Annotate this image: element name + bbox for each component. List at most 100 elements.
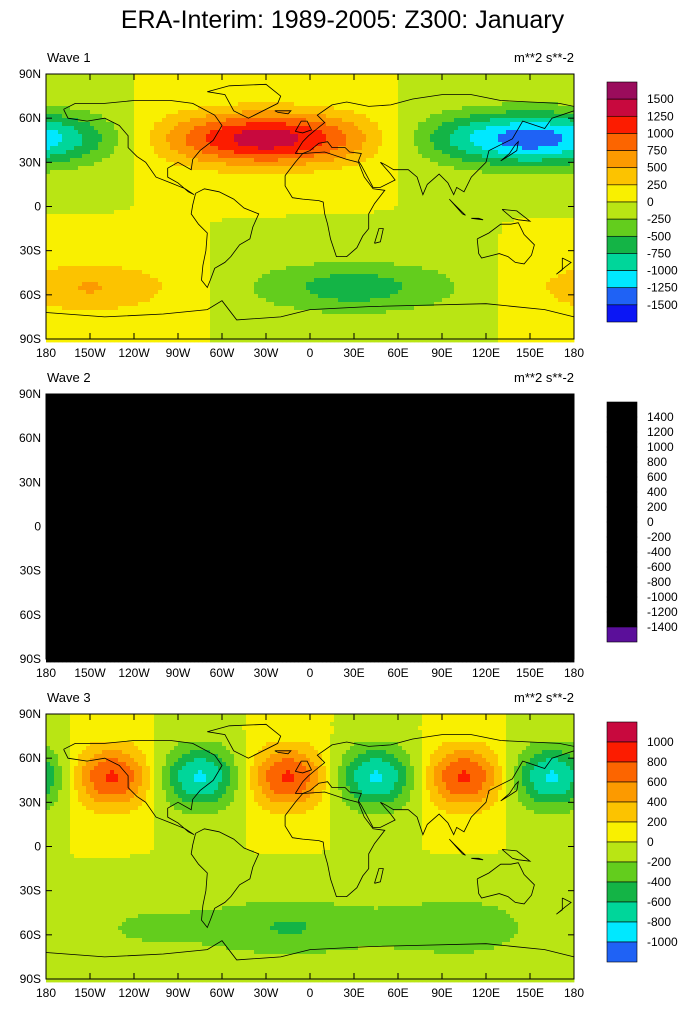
colorbar-swatch bbox=[606, 461, 638, 478]
colorbar-swatch bbox=[606, 521, 638, 538]
x-tick-label: 90W bbox=[166, 986, 191, 1000]
colorbar-label: -400 bbox=[647, 875, 671, 889]
colorbar-label: 1250 bbox=[647, 109, 674, 123]
x-tick-label: 90E bbox=[431, 346, 452, 360]
colorbar-swatch bbox=[606, 881, 638, 903]
colorbar-swatch bbox=[606, 581, 638, 598]
colorbar-label: 1000 bbox=[647, 440, 674, 454]
colorbar-swatch bbox=[606, 551, 638, 568]
x-tick-label: 150W bbox=[74, 346, 106, 360]
x-tick-label: 60W bbox=[210, 666, 235, 680]
x-tick-label: 180 bbox=[36, 666, 56, 680]
x-tick-label: 120W bbox=[118, 986, 150, 1000]
y-tick-label: 30N bbox=[19, 795, 41, 809]
x-tick-label: 180 bbox=[564, 986, 584, 1000]
x-tick-label: 90W bbox=[166, 346, 191, 360]
colorbar-swatch bbox=[606, 446, 638, 463]
x-tick-label: 60E bbox=[387, 346, 408, 360]
figure-title: ERA-Interim: 1989-2005: Z300: January bbox=[0, 6, 685, 35]
colorbar-label: -250 bbox=[647, 212, 671, 226]
colorbar-label: 750 bbox=[647, 144, 667, 158]
x-tick-label: 30E bbox=[343, 986, 364, 1000]
colorbar-swatch bbox=[606, 941, 638, 963]
x-tick-label: 30E bbox=[343, 666, 364, 680]
colorbar-label: 0 bbox=[647, 515, 654, 529]
colorbar-wave-1: 1500 1250 1000 750 500 250 0 -250 -500 -750 -1000 -… bbox=[606, 81, 678, 323]
colorbar-label: -1000 bbox=[647, 935, 678, 949]
x-tick-label: 180 bbox=[36, 986, 56, 1000]
y-tick-label: 90S bbox=[20, 332, 41, 346]
colorbar-swatch bbox=[606, 133, 638, 151]
colorbar-swatch bbox=[606, 921, 638, 943]
colorbar-swatch bbox=[606, 416, 638, 433]
colorbar-label: -800 bbox=[647, 575, 671, 589]
panel-units: m**2 s**-2 bbox=[514, 50, 574, 65]
x-tick-label: 60E bbox=[387, 986, 408, 1000]
map-plot-wave-2: 180 150W 120W 90W 60W 30W 0 30E 60E 90E 120E 150E 18… bbox=[19, 387, 584, 680]
x-tick-label: 60W bbox=[210, 986, 235, 1000]
x-tick-label: 150E bbox=[516, 986, 544, 1000]
colorbar-swatch bbox=[606, 491, 638, 508]
panel-title: Wave 1 bbox=[47, 50, 91, 65]
x-tick-label: 150E bbox=[516, 666, 544, 680]
x-tick-label: 90W bbox=[166, 666, 191, 680]
x-tick-label: 60W bbox=[210, 346, 235, 360]
panel-units: m**2 s**-2 bbox=[514, 370, 574, 385]
colorbar-swatch bbox=[606, 115, 638, 134]
x-tick-label: 0 bbox=[307, 346, 314, 360]
colorbar-label: -400 bbox=[647, 545, 671, 559]
colorbar-label: -600 bbox=[647, 560, 671, 574]
colorbar-swatch bbox=[606, 901, 638, 923]
panel-title: Wave 3 bbox=[47, 690, 91, 705]
y-tick-label: 30S bbox=[20, 244, 41, 258]
colorbar-label: -1200 bbox=[647, 605, 678, 619]
colorbar-swatch bbox=[606, 596, 638, 613]
y-tick-label: 30N bbox=[19, 475, 41, 489]
y-tick-label: 90N bbox=[19, 67, 41, 81]
colorbar-swatch bbox=[606, 401, 638, 418]
colorbar-label: 1400 bbox=[647, 410, 674, 424]
x-tick-label: 90E bbox=[431, 986, 452, 1000]
map-plot-wave-3: 180 150W 120W 90W 60W 30W 0 30E 60E 90E 120E 150E 18… bbox=[19, 707, 584, 1000]
contour-field bbox=[46, 714, 575, 983]
colorbar-swatch bbox=[606, 506, 638, 523]
y-tick-label: 60S bbox=[20, 928, 41, 942]
y-tick-label: 60N bbox=[19, 111, 41, 125]
colorbar-label: 600 bbox=[647, 775, 667, 789]
colorbar-swatch bbox=[606, 566, 638, 583]
colorbar-label: -1250 bbox=[647, 281, 678, 295]
y-tick-label: 0 bbox=[34, 200, 41, 214]
colorbar-label: 0 bbox=[647, 835, 654, 849]
colorbar-label: 800 bbox=[647, 755, 667, 769]
colorbar-swatch bbox=[606, 287, 638, 306]
colorbar-label: 200 bbox=[647, 815, 667, 829]
y-tick-label: 90S bbox=[20, 652, 41, 666]
colorbar-label: 250 bbox=[647, 178, 667, 192]
colorbar-swatch bbox=[606, 431, 638, 448]
y-tick-label: 0 bbox=[34, 840, 41, 854]
y-tick-label: 60S bbox=[20, 288, 41, 302]
y-tick-label: 30S bbox=[20, 884, 41, 898]
colorbar-swatch bbox=[606, 218, 638, 237]
colorbar-label: 800 bbox=[647, 455, 667, 469]
x-tick-label: 0 bbox=[307, 986, 314, 1000]
colorbar-label: 400 bbox=[647, 485, 667, 499]
colorbar-label: 1000 bbox=[647, 735, 674, 749]
colorbar-label: -750 bbox=[647, 246, 671, 260]
colorbar-label: -1000 bbox=[647, 264, 678, 278]
y-tick-label: 60N bbox=[19, 431, 41, 445]
colorbar-swatch bbox=[606, 781, 638, 803]
colorbar-label: 0 bbox=[647, 195, 654, 209]
colorbar-swatch bbox=[606, 184, 638, 203]
x-tick-label: 30W bbox=[254, 346, 279, 360]
x-tick-label: 150W bbox=[74, 986, 106, 1000]
x-tick-label: 120E bbox=[472, 666, 500, 680]
colorbar-label: -500 bbox=[647, 229, 671, 243]
colorbar-label: 400 bbox=[647, 795, 667, 809]
colorbar-wave-2: 1400120010008006004002000-200-400-600-80… bbox=[606, 401, 678, 643]
colorbar-swatch bbox=[606, 626, 638, 643]
colorbar-swatch bbox=[606, 861, 638, 883]
x-tick-label: 120E bbox=[472, 986, 500, 1000]
colorbar-swatch bbox=[606, 81, 638, 100]
colorbar-wave-3: 1000 800 600 400 200 0 -200 -400 -600 -800 -1000 bbox=[606, 721, 678, 963]
